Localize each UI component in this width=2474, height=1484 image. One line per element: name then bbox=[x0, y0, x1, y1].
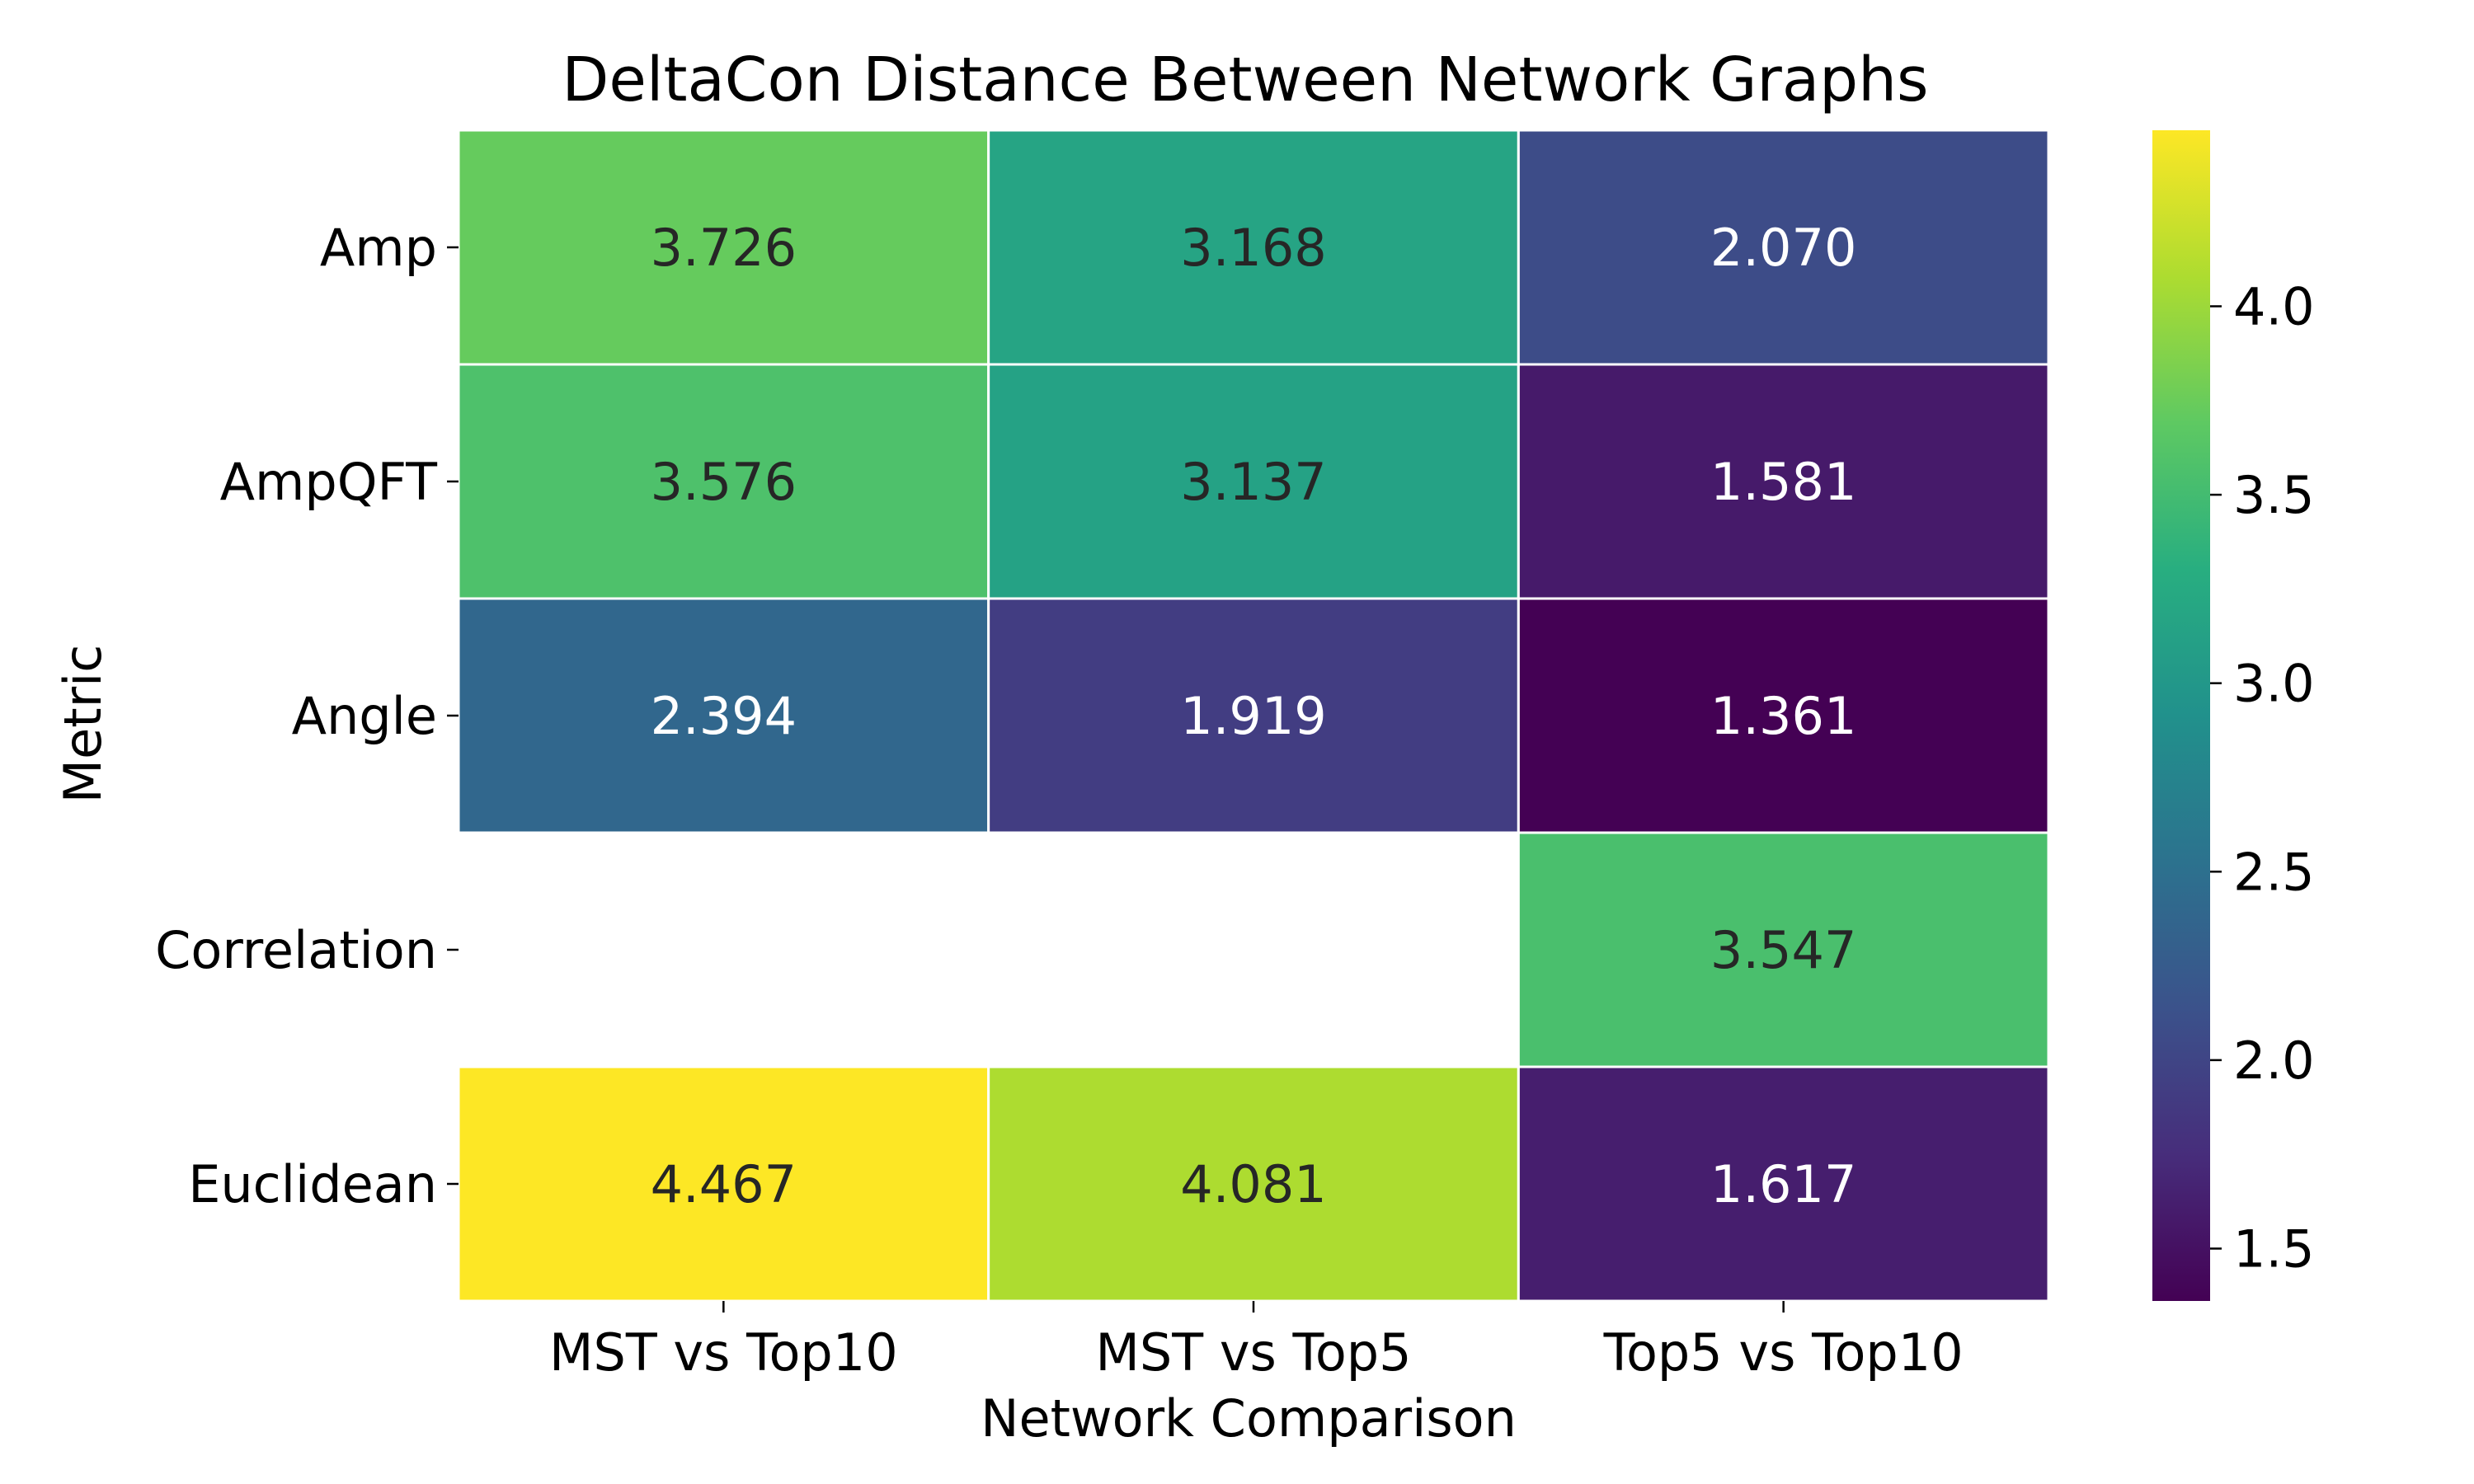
cell-value-label: 1.361 bbox=[1710, 686, 1857, 746]
y-axis-label: Metric bbox=[53, 645, 113, 804]
y-tick-label: Correlation bbox=[155, 920, 437, 980]
colorbar-tick-label: 4.0 bbox=[2233, 277, 2315, 337]
y-tick-label: Euclidean bbox=[188, 1154, 437, 1214]
colorbar-axis: 1.5 2.0 2.5 3.0 3.5 4.0 bbox=[2210, 277, 2315, 1279]
heatmap-cell bbox=[1517, 831, 2050, 1068]
x-axis: MST vs Top10 MST vs Top5 Top5 vs Top10 bbox=[549, 1301, 1964, 1383]
cell-value-label: 4.081 bbox=[1180, 1154, 1327, 1214]
colorbar-tick-label: 3.0 bbox=[2233, 654, 2315, 714]
heatmap-cell bbox=[457, 363, 990, 600]
colorbar-tick-label: 1.5 bbox=[2233, 1219, 2315, 1279]
cell-value-label: 3.726 bbox=[651, 218, 797, 278]
colorbar-tick-label: 3.5 bbox=[2233, 465, 2315, 525]
cell-value-label: 3.137 bbox=[1180, 452, 1327, 512]
cell-value-label: 3.576 bbox=[651, 452, 797, 512]
y-tick-label: AmpQFT bbox=[220, 452, 439, 512]
x-tick-label: MST vs Top10 bbox=[549, 1322, 898, 1383]
cell-value-label: 1.919 bbox=[1180, 686, 1327, 746]
heatmap-cell bbox=[987, 363, 1520, 600]
heatmap-cell bbox=[987, 597, 1520, 834]
heatmap-cell bbox=[987, 129, 1520, 366]
cell-value-label: 3.168 bbox=[1180, 218, 1327, 278]
cell-value-label: 3.547 bbox=[1710, 920, 1857, 980]
colorbar-tick-label: 2.5 bbox=[2233, 842, 2315, 902]
heatmap-cell bbox=[1517, 1065, 2050, 1303]
chart-title: DeltaCon Distance Between Network Graphs bbox=[562, 45, 1928, 115]
y-tick-label: Angle bbox=[292, 686, 437, 746]
cell-value-label: 1.581 bbox=[1710, 452, 1857, 512]
cell-value-label: 1.617 bbox=[1710, 1154, 1857, 1214]
cell-value-label: 2.070 bbox=[1710, 218, 1857, 278]
heatmap-cell bbox=[457, 597, 990, 834]
heatmap-cell bbox=[1517, 129, 2050, 366]
cell-value-label: 4.467 bbox=[651, 1154, 797, 1214]
y-axis: Amp AmpQFT Angle Correlation Euclidean bbox=[155, 218, 459, 1214]
colorbar bbox=[2152, 130, 2210, 1301]
heatmap-cell bbox=[987, 1065, 1520, 1303]
colorbar-tick-label: 2.0 bbox=[2233, 1031, 2315, 1091]
x-axis-label: Network Comparison bbox=[981, 1388, 1517, 1449]
heatmap-cell bbox=[1517, 363, 2050, 600]
x-tick-label: Top5 vs Top10 bbox=[1603, 1322, 1964, 1383]
heatmap-cell bbox=[457, 129, 990, 366]
y-tick-label: Amp bbox=[320, 218, 437, 278]
x-tick-label: MST vs Top5 bbox=[1095, 1322, 1411, 1383]
heatmap-cells: 3.726 3.168 2.070 3.576 3.137 1.581 2.394 1.919… bbox=[457, 129, 2050, 1303]
cell-value-label: 2.394 bbox=[651, 686, 797, 746]
